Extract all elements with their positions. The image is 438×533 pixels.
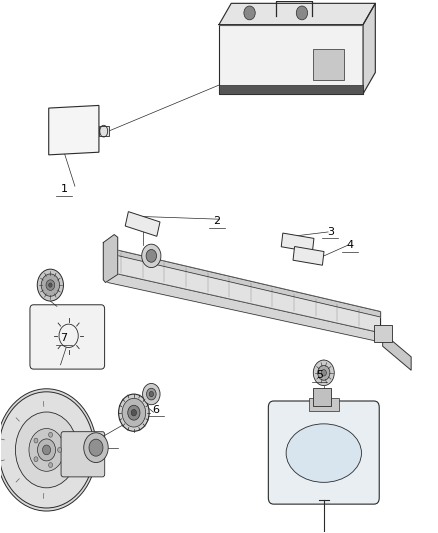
- Circle shape: [0, 389, 97, 511]
- Circle shape: [15, 412, 78, 488]
- Text: 5: 5: [316, 370, 323, 381]
- Circle shape: [143, 383, 160, 405]
- Bar: [219, 85, 363, 94]
- Circle shape: [313, 360, 334, 385]
- Circle shape: [57, 448, 62, 453]
- Circle shape: [146, 249, 156, 262]
- FancyBboxPatch shape: [30, 305, 105, 369]
- Polygon shape: [125, 212, 160, 236]
- Circle shape: [46, 280, 55, 290]
- Circle shape: [49, 463, 53, 467]
- Circle shape: [149, 391, 153, 397]
- Bar: [313, 49, 344, 80]
- Circle shape: [318, 366, 330, 380]
- Circle shape: [321, 369, 326, 376]
- Text: 3: 3: [327, 227, 334, 237]
- Circle shape: [38, 439, 56, 461]
- Circle shape: [296, 6, 307, 20]
- Text: 6: 6: [152, 405, 159, 415]
- Polygon shape: [383, 333, 411, 370]
- Circle shape: [122, 398, 146, 427]
- Circle shape: [244, 6, 255, 20]
- Circle shape: [34, 457, 38, 462]
- Circle shape: [37, 269, 64, 301]
- Text: 7: 7: [60, 333, 67, 343]
- FancyBboxPatch shape: [61, 432, 105, 477]
- Bar: [374, 325, 392, 342]
- Polygon shape: [108, 248, 381, 333]
- Bar: [219, 25, 363, 94]
- Circle shape: [59, 324, 78, 348]
- Polygon shape: [108, 248, 381, 317]
- Circle shape: [49, 283, 52, 287]
- Polygon shape: [363, 3, 375, 94]
- Polygon shape: [108, 272, 381, 342]
- Text: 2: 2: [213, 216, 220, 227]
- Circle shape: [0, 392, 94, 508]
- FancyBboxPatch shape: [268, 401, 379, 504]
- Circle shape: [119, 394, 149, 431]
- Circle shape: [142, 244, 161, 268]
- Circle shape: [41, 274, 60, 296]
- Circle shape: [29, 429, 64, 471]
- Circle shape: [34, 438, 38, 443]
- Circle shape: [42, 445, 50, 455]
- Bar: [313, 387, 331, 406]
- Bar: [309, 398, 339, 410]
- Circle shape: [131, 409, 137, 416]
- Polygon shape: [49, 106, 99, 155]
- Text: 1: 1: [60, 184, 67, 195]
- Circle shape: [84, 433, 108, 463]
- Polygon shape: [99, 126, 109, 136]
- Polygon shape: [219, 3, 375, 25]
- Circle shape: [128, 405, 140, 420]
- Ellipse shape: [286, 424, 361, 482]
- Circle shape: [49, 432, 53, 437]
- Text: 4: 4: [346, 240, 353, 250]
- Polygon shape: [281, 233, 314, 252]
- Polygon shape: [103, 235, 118, 282]
- Circle shape: [89, 439, 103, 456]
- Polygon shape: [293, 246, 324, 265]
- Circle shape: [147, 388, 156, 400]
